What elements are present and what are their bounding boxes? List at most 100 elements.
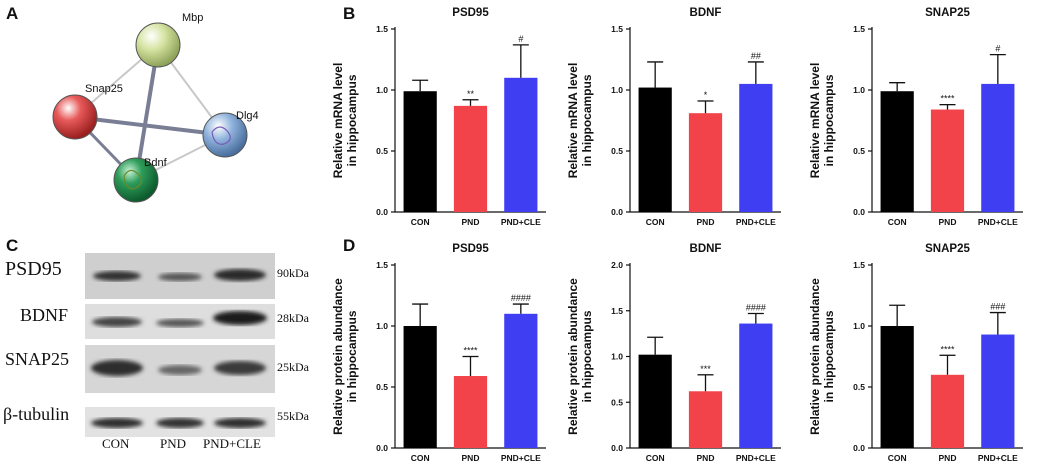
significance-marker: **** xyxy=(463,346,478,356)
bar-pnd-cle xyxy=(981,334,1015,448)
category-label: PND+CLE xyxy=(501,217,541,227)
category-label: CON xyxy=(888,217,907,227)
y-tick-label: 1.0 xyxy=(611,85,623,95)
y-axis-title: Relative protein abundance xyxy=(566,278,580,435)
bar-pnd-cle xyxy=(739,83,773,213)
y-axis-title: in hippocampus xyxy=(345,310,359,402)
y-tick-label: 1.5 xyxy=(611,306,623,316)
y-tick-label: 0.0 xyxy=(853,207,865,217)
category-label: PND xyxy=(939,453,957,463)
lane-label-pnd-cle: PND+CLE xyxy=(203,436,261,451)
chart-mrna-psd95: PSD95 Relative mRNA level in hippocampus 0.… xyxy=(328,4,558,227)
y-tick-label: 1.5 xyxy=(376,24,388,34)
y-axis-title: Relative mRNA level xyxy=(331,63,345,179)
blot-size-bdnf: 28kDa xyxy=(277,311,309,325)
category-label: CON xyxy=(411,453,430,463)
lane-label-con: CON xyxy=(102,436,130,451)
chart-title: SNAP25 xyxy=(925,7,970,19)
bar-chart-svg: PSD95 Relative protein abundance in hippoc… xyxy=(331,243,546,463)
significance-marker: # xyxy=(995,44,1000,54)
blot-label-bdnf: BDNF xyxy=(20,305,69,325)
y-axis-title: in hippocampus xyxy=(822,74,836,166)
category-label: CON xyxy=(646,217,665,227)
category-label: PND+CLE xyxy=(978,217,1018,227)
panel-label-d: D xyxy=(343,236,356,255)
chart-mrna-bdnf: BDNF Relative mRNA level in hippocampus 0.0… xyxy=(563,4,793,227)
bar-con xyxy=(638,354,672,448)
bar-chart-svg: BDNF Relative mRNA level in hippocampus 0.0… xyxy=(566,7,781,227)
node-snap25: Snap25 xyxy=(52,83,123,140)
chart-mrna-snap25: SNAP25 Relative mRNA level in hippocampus 0… xyxy=(805,4,1035,227)
significance-marker: #### xyxy=(511,293,531,303)
node-mbp: Mbp xyxy=(135,12,203,68)
category-label: PND+CLE xyxy=(978,453,1018,463)
y-tick-label: 0.0 xyxy=(376,207,388,217)
chart-protein-snap25: SNAP25 Relative protein abundance in hippo… xyxy=(805,240,1035,463)
node-label-dlg4: Dlg4 xyxy=(236,110,259,122)
y-tick-label: 0.5 xyxy=(376,146,388,156)
node-dlg4: Dlg4 xyxy=(202,110,259,158)
chart-title: BDNF xyxy=(690,7,722,19)
category-label: CON xyxy=(646,453,665,463)
interaction-network: Mbp Snap25 Dlg4 Bdnf xyxy=(52,12,259,203)
category-label: CON xyxy=(411,217,430,227)
y-axis-title: Relative protein abundance xyxy=(331,278,345,435)
bar-pnd xyxy=(688,391,723,448)
category-label: PND xyxy=(697,453,715,463)
chart-protein-bdnf: BDNF Relative protein abundance in hippoca… xyxy=(563,240,793,463)
panel-label-a: A xyxy=(6,4,19,23)
y-tick-label: 0.0 xyxy=(611,443,623,453)
y-axis-title: Relative mRNA level xyxy=(566,63,580,179)
bar-con xyxy=(403,326,437,448)
category-label: PND xyxy=(697,217,715,227)
y-tick-label: 1.5 xyxy=(853,24,865,34)
panel-label-c: C xyxy=(6,236,19,255)
western-blot-panel: PSD95 BDNF SNAP25 β-tubulin 90kDa 28kDa … xyxy=(0,235,335,468)
category-label: PND+CLE xyxy=(736,453,776,463)
edge-snap25-dlg4 xyxy=(74,115,226,137)
significance-marker: # xyxy=(518,34,523,44)
y-tick-label: 2.0 xyxy=(611,260,623,270)
y-axis-title: in hippocampus xyxy=(822,310,836,402)
blot-label-tubulin: β-tubulin xyxy=(3,404,70,424)
node-bdnf: Bdnf xyxy=(113,157,168,203)
y-axis-title: in hippocampus xyxy=(345,74,359,166)
bar-pnd-cle xyxy=(504,77,538,212)
category-label: PND xyxy=(462,217,480,227)
y-tick-label: 1.0 xyxy=(376,85,388,95)
edge-mbp-bdnf xyxy=(134,44,160,181)
chart-title: SNAP25 xyxy=(925,243,970,255)
y-tick-label: 0.5 xyxy=(853,146,865,156)
bar-pnd xyxy=(453,376,488,448)
blot-image xyxy=(85,253,275,437)
bar-pnd xyxy=(930,374,965,448)
blot-size-snap25: 25kDa xyxy=(277,360,309,374)
category-label: PND+CLE xyxy=(501,453,541,463)
y-axis-title: Relative protein abundance xyxy=(808,278,822,435)
bar-chart-svg: SNAP25 Relative mRNA level in hippocampus 0… xyxy=(808,7,1023,227)
y-tick-label: 1.5 xyxy=(376,260,388,270)
lane-label-pnd: PND xyxy=(160,436,187,451)
bar-con xyxy=(880,91,914,212)
y-axis-title: in hippocampus xyxy=(580,74,594,166)
y-tick-label: 1.0 xyxy=(853,85,865,95)
y-tick-label: 0.0 xyxy=(853,443,865,453)
bar-pnd-cle xyxy=(504,313,538,448)
significance-marker: ** xyxy=(467,89,475,99)
y-axis-title: Relative mRNA level xyxy=(808,63,822,179)
chart-title: PSD95 xyxy=(452,7,489,19)
y-tick-label: 1.0 xyxy=(611,352,623,362)
significance-marker: **** xyxy=(940,94,955,104)
bar-chart-svg: BDNF Relative protein abundance in hippoca… xyxy=(566,243,781,463)
bar-pnd-cle xyxy=(981,83,1015,213)
chart-protein-psd95: PSD95 Relative protein abundance in hippoc… xyxy=(328,240,558,463)
category-label: CON xyxy=(888,453,907,463)
blot-size-tubulin: 55kDa xyxy=(277,409,309,423)
bar-con xyxy=(880,326,914,448)
chart-title: PSD95 xyxy=(452,243,489,255)
category-label: PND xyxy=(939,217,957,227)
y-tick-label: 0.5 xyxy=(611,397,623,407)
significance-marker: ### xyxy=(990,302,1005,312)
bar-chart-svg: PSD95 Relative mRNA level in hippocampus 0.… xyxy=(331,7,546,227)
node-label-mbp: Mbp xyxy=(182,12,203,24)
